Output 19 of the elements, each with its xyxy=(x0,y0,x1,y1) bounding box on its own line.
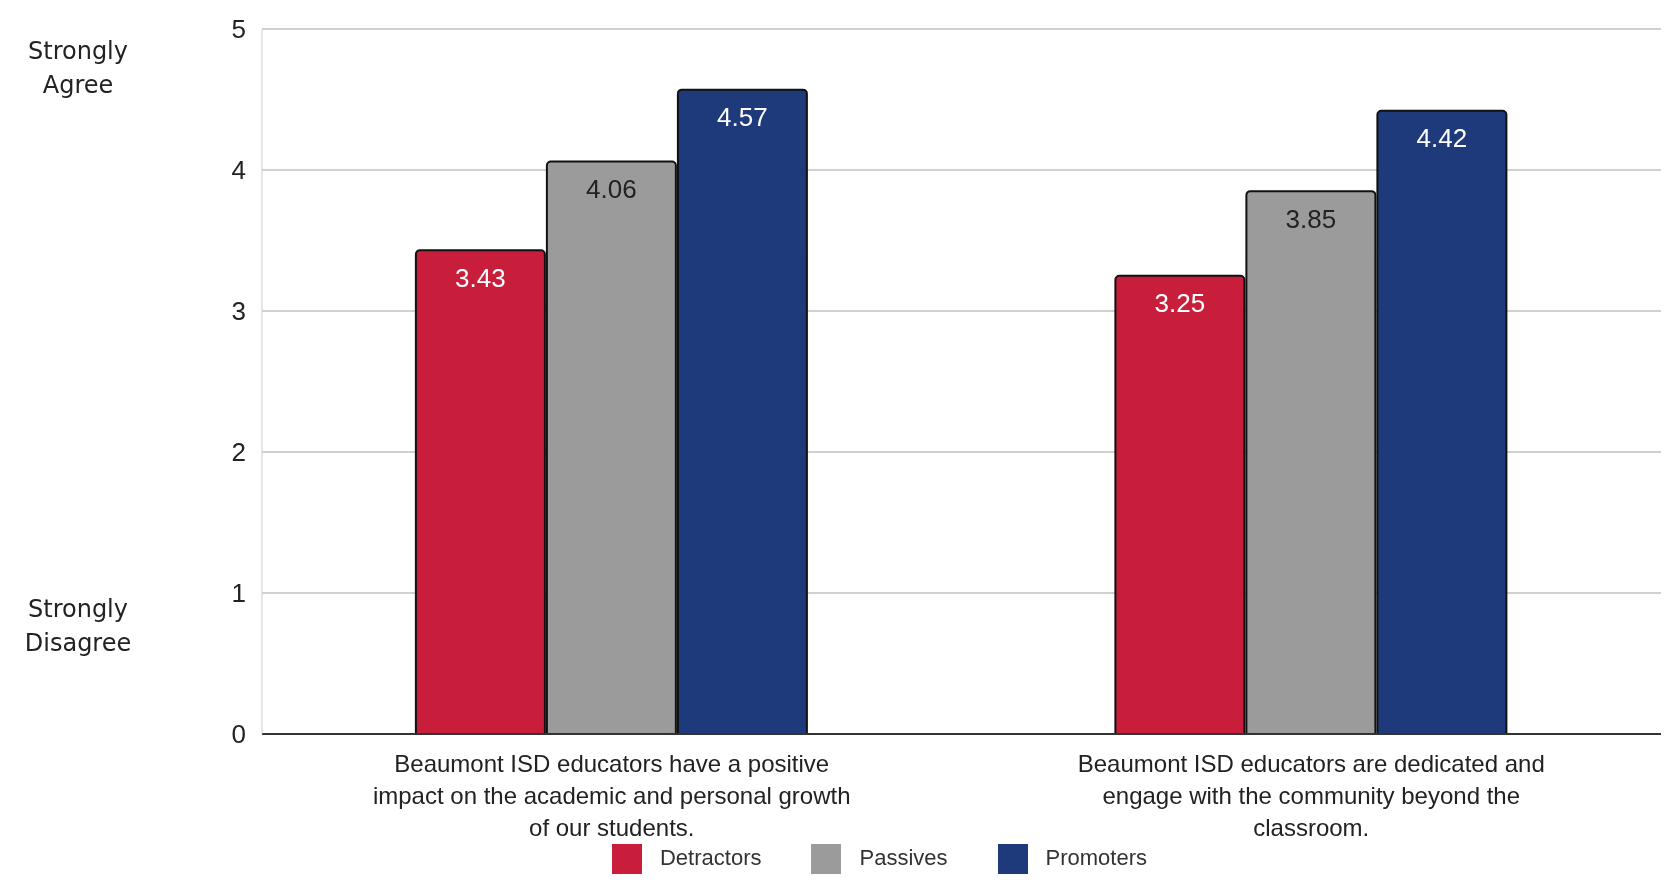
y-tick-label: 2 xyxy=(231,437,246,468)
y-tick-label: 0 xyxy=(231,719,246,750)
y-tick-label: 1 xyxy=(231,578,246,609)
y-tick-label: 4 xyxy=(231,155,246,186)
data-label: 3.43 xyxy=(455,262,506,293)
legend-label: Promoters xyxy=(1045,844,1147,870)
x-tick-label: Beaumont ISD educators have a positive impact on the academic and personal growth of our students. xyxy=(372,750,851,841)
y-tick-label: 5 xyxy=(231,14,246,45)
text: Strongly Agree xyxy=(27,36,129,101)
legend-label: Detractors xyxy=(659,844,762,870)
x-tick-label: Beaumont ISD educators are dedicated and engage with the community beyond the classroom. xyxy=(1077,750,1545,841)
data-label: 3.85 xyxy=(1285,203,1337,234)
data-label: 4.06 xyxy=(586,174,637,204)
legend-label: Passives xyxy=(859,844,948,870)
data-label: 3.25 xyxy=(1154,288,1206,319)
data-label: 4.57 xyxy=(717,102,768,133)
text: Strongly Disagree xyxy=(23,594,133,659)
data-label: 4.42 xyxy=(1416,123,1468,154)
y-tick-label: 3 xyxy=(231,296,246,327)
